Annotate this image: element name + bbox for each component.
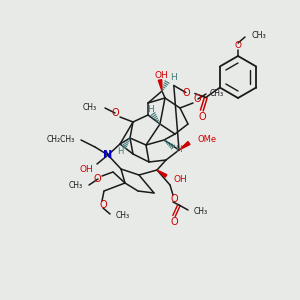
Text: O: O — [93, 174, 101, 184]
Text: O: O — [198, 112, 206, 122]
Text: H: H — [170, 74, 177, 82]
Text: O: O — [194, 94, 202, 104]
Text: H: H — [147, 106, 153, 115]
Text: O: O — [235, 41, 242, 50]
Text: CH₃: CH₃ — [210, 89, 224, 98]
Text: O: O — [99, 200, 107, 210]
Text: O: O — [182, 88, 190, 98]
Text: OH: OH — [154, 70, 168, 80]
Text: CH₃: CH₃ — [252, 32, 267, 40]
Text: O: O — [111, 108, 119, 118]
Text: CH₂CH₃: CH₂CH₃ — [47, 134, 75, 143]
Text: N: N — [103, 150, 112, 160]
Text: O: O — [170, 194, 178, 204]
Polygon shape — [179, 142, 190, 150]
Text: H: H — [117, 148, 123, 157]
Text: CH₃: CH₃ — [116, 211, 130, 220]
Text: OH: OH — [174, 175, 188, 184]
Text: OMe: OMe — [198, 136, 217, 145]
Polygon shape — [157, 170, 167, 177]
Text: CH₃: CH₃ — [69, 182, 83, 190]
Text: CH₃: CH₃ — [83, 103, 97, 112]
Polygon shape — [158, 80, 162, 91]
Text: O: O — [170, 217, 178, 227]
Text: H: H — [175, 146, 182, 154]
Text: CH₃: CH₃ — [194, 206, 208, 215]
Text: OH: OH — [79, 166, 93, 175]
